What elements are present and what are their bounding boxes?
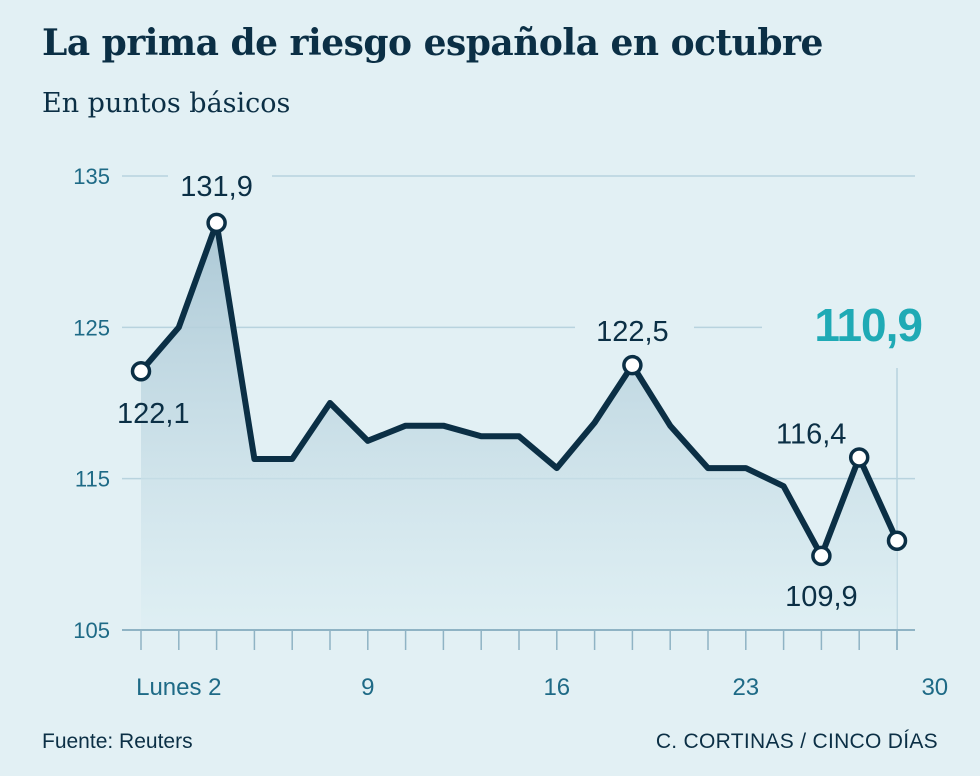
- label-layer: 105 115 125 135 Lunes 2 9 16 23 30 122,1 131,9 122,…: [73, 164, 948, 701]
- data-label-day-3: 131,9: [180, 171, 253, 203]
- y-tick-label-115: 115: [75, 467, 110, 492]
- marker-day-21: [886, 530, 908, 551]
- area-fill: [141, 222, 897, 630]
- x-axis: [122, 629, 915, 650]
- y-tick-label-135: 135: [73, 164, 110, 189]
- marker-day-20: [848, 447, 870, 468]
- marker-layer: [130, 212, 908, 567]
- y-tick-label-105: 105: [73, 618, 110, 643]
- x-tick-label-2: Lunes 2: [136, 674, 221, 701]
- marker-day-19: [811, 545, 832, 567]
- series-line: [138, 219, 900, 559]
- data-label-day-14: 122,5: [596, 316, 669, 348]
- data-label-day-1: 122,1: [117, 398, 190, 430]
- marker-day-1: [130, 360, 152, 382]
- x-tick-label-23: 23: [732, 674, 759, 701]
- chart-subtitle: En puntos básicos: [42, 88, 291, 119]
- series-line-layer: [138, 219, 900, 559]
- credit-note: C. CORTINAS / CINCO DÍAS: [655, 730, 938, 753]
- x-tick-label-9: 9: [361, 674, 374, 701]
- area-fill-layer: [141, 222, 897, 630]
- marker-day-14: [622, 354, 643, 376]
- data-label-day-20: 116,4: [776, 418, 846, 450]
- marker-day-3: [206, 212, 227, 234]
- chart-title: La prima de riesgo española en octubre: [42, 22, 823, 64]
- source-note: Fuente: Reuters: [42, 730, 193, 753]
- highlight-value: 110,9: [814, 299, 922, 351]
- data-label-day-19: 109,9: [785, 581, 858, 613]
- y-tick-label-125: 125: [73, 315, 110, 340]
- x-tick-label-30: 30: [921, 674, 948, 701]
- x-tick-label-16: 16: [543, 674, 570, 701]
